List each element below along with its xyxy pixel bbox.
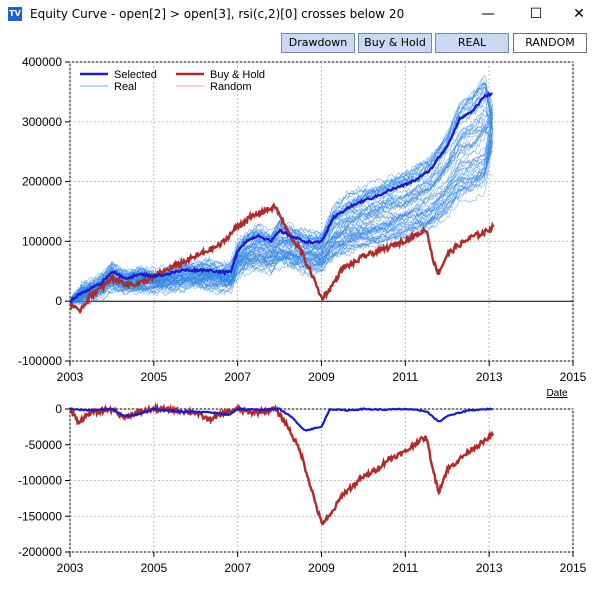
drawdown-x-axis: 2003 2005 2007 2009 2011 2013 2015 bbox=[57, 552, 587, 575]
drawdown-x-tick-label: 2003 bbox=[57, 561, 84, 575]
equity-x-tick-label: 2009 bbox=[308, 370, 335, 384]
drawdown-x-tick-label: 2005 bbox=[140, 561, 167, 575]
drawdown-y-tick-label: -100000 bbox=[18, 474, 62, 488]
maximize-icon[interactable]: ☐ bbox=[529, 6, 543, 22]
minimize-icon[interactable]: — bbox=[481, 6, 495, 22]
real-button[interactable]: REAL bbox=[435, 33, 509, 53]
equity-x-axis: 2003 2005 2007 2009 2011 2013 2015 bbox=[57, 361, 587, 384]
equity-x-tick-label: 2011 bbox=[392, 370, 418, 384]
legend-selected-label: Selected bbox=[114, 69, 157, 81]
selected-line bbox=[69, 91, 493, 304]
drawdown-x-tick-label: 2007 bbox=[224, 561, 251, 575]
legend-random-label: Random bbox=[210, 81, 252, 93]
buy-hold-button[interactable]: Buy & Hold bbox=[358, 33, 432, 53]
drawdown-selected-line bbox=[69, 407, 493, 432]
drawdown-plot: 0-50000-100000-150000-200000 2003 2005 200… bbox=[18, 401, 587, 575]
equity-y-tick-label: -100000 bbox=[18, 354, 62, 368]
random-button[interactable]: RANDOM bbox=[513, 33, 587, 53]
drawdown-x-tick-label: 2015 bbox=[560, 561, 587, 575]
buy-hold-line bbox=[69, 202, 495, 315]
equity-x-tick-label: 2013 bbox=[476, 370, 503, 384]
legend-real-label: Real bbox=[114, 81, 137, 93]
real-run-line bbox=[69, 104, 493, 304]
drawdown-button[interactable]: Drawdown bbox=[281, 33, 355, 53]
equity-x-tick-label: 2005 bbox=[140, 370, 167, 384]
close-icon[interactable]: ✕ bbox=[573, 6, 585, 22]
drawdown-y-tick-label: -50000 bbox=[25, 438, 63, 452]
equity-y-tick-label: 300000 bbox=[22, 115, 62, 129]
real-run-line bbox=[69, 118, 493, 301]
real-run-line bbox=[69, 100, 493, 301]
drawdown-buy-hold-line bbox=[68, 401, 495, 526]
drawdown-y-tick-label: -200000 bbox=[18, 545, 62, 559]
window-title: Equity Curve - open[2] > open[3], rsi(c,… bbox=[30, 7, 405, 21]
equity-y-tick-label: 400000 bbox=[22, 55, 62, 69]
real-run-line bbox=[69, 137, 493, 301]
legend: Selected Buy & Hold Real Random bbox=[80, 69, 265, 93]
equity-y-axis: 400000 300000 200000 100000 0 -100000 bbox=[18, 55, 70, 368]
app-icon: TV bbox=[8, 7, 22, 21]
equity-x-tick-label: 2015 bbox=[560, 370, 587, 384]
equity-x-tick-label: 2007 bbox=[224, 370, 251, 384]
x-axis-label: Date bbox=[546, 388, 568, 399]
real-run-line bbox=[69, 112, 493, 302]
real-run-line bbox=[69, 90, 493, 304]
drawdown-y-tick-label: 0 bbox=[55, 402, 62, 416]
equity-x-tick-label: 2003 bbox=[57, 370, 84, 384]
equity-y-tick-label: 200000 bbox=[22, 175, 62, 189]
equity-y-tick-label: 100000 bbox=[22, 234, 62, 248]
drawdown-y-axis: 0 -50000 -100000 -150000 -200000 bbox=[18, 402, 70, 559]
legend-buy-hold-label: Buy & Hold bbox=[210, 69, 265, 81]
real-run-line bbox=[69, 122, 493, 302]
drawdown-y-tick-label: -150000 bbox=[18, 509, 62, 523]
drawdown-x-tick-label: 2011 bbox=[392, 561, 418, 575]
title-bar: TV Equity Curve - open[2] > open[3], rsi… bbox=[0, 0, 599, 28]
real-run-line bbox=[69, 127, 493, 302]
drawdown-x-tick-label: 2009 bbox=[308, 561, 335, 575]
drawdown-x-tick-label: 2013 bbox=[476, 561, 503, 575]
equity-y-tick-label: 0 bbox=[55, 294, 62, 308]
